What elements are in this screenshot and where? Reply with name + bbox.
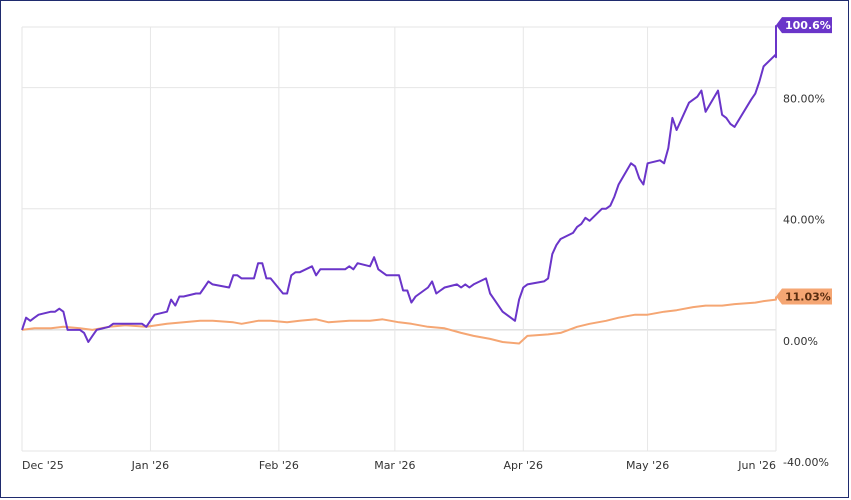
y-tick-label: 0.00% [783, 335, 818, 348]
series-line-1 [21, 25, 777, 343]
x-axis: Dec '25 Jan '26 Feb '26 Mar '26 Apr '26 May '… [22, 459, 776, 472]
end-tag-shape [776, 288, 832, 305]
x-tick-label: Feb '26 [259, 459, 299, 472]
x-tick-label: Jan '26 [131, 459, 169, 472]
end-tag-1: 100.6% [776, 17, 832, 34]
y-tick-label: 80.00% [783, 93, 825, 106]
end-tag-2: 11.03% [776, 288, 832, 305]
x-tick-label: May '26 [626, 459, 669, 472]
x-tick-label: Dec '25 [22, 459, 64, 472]
y-tick-label: 40.00% [783, 214, 825, 227]
series-line-2 [21, 296, 777, 345]
end-tag-label: 100.6% [785, 19, 831, 32]
grid-lines [21, 26, 777, 452]
end-value-tags: 100.6% 11.03% [776, 17, 832, 305]
end-tag-label: 11.03% [785, 290, 831, 303]
x-tick-label: Mar '26 [374, 459, 415, 472]
y-axis: 80.00% 40.00% 0.00% -40.00% [783, 93, 829, 469]
y-tick-label: -40.00% [783, 456, 829, 469]
x-tick-label: Apr '26 [504, 459, 544, 472]
series-lines [21, 25, 777, 345]
end-tag-shape [776, 17, 832, 34]
x-tick-label: Jun '26 [737, 459, 776, 472]
